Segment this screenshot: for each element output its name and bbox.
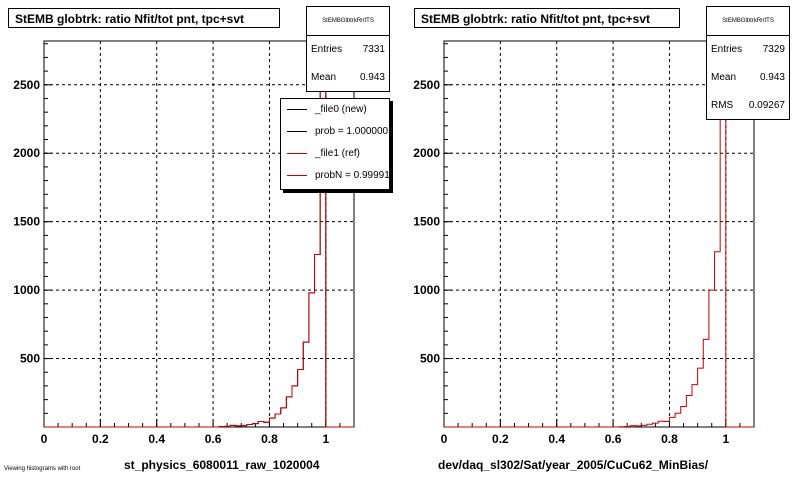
x-tick-label: 0.2 [492, 432, 509, 446]
x-tick-label: 0.8 [661, 432, 678, 446]
legend-line-black [287, 109, 307, 110]
y-tick-label: 500 [420, 352, 440, 366]
legend-box: _file0 (new) prob = 1.000000 _file1 (ref… [280, 98, 390, 190]
stats-label: Entries [711, 44, 743, 55]
stats-value: 0.09267 [748, 100, 785, 111]
x-tick-label: 0.6 [205, 432, 222, 446]
stats-label: Mean [311, 72, 337, 83]
stats-label: RMS [711, 100, 734, 111]
y-tick-label: 2500 [13, 78, 40, 92]
plot-frame [443, 40, 755, 428]
chart-title-right: StEMB globtrk: ratio Nfit/tot pnt, tpc+s… [414, 8, 680, 28]
legend-label: prob = 1.000000 [315, 126, 389, 137]
legend-entry: _file0 (new) [281, 99, 389, 121]
stats-name: StEMBGlbtrkRnfTS [707, 7, 789, 36]
legend-entry: prob = 1.000000 [281, 121, 389, 143]
stats-label: Mean [711, 72, 737, 83]
stats-box-right: StEMBGlbtrkRnfTS Entries 7329 Mean 0.943… [706, 6, 790, 120]
stats-row-entries: Entries 7331 [307, 36, 389, 64]
legend-label: probN = 0.999910 [315, 170, 390, 181]
stats-value: 0.943 [759, 72, 785, 83]
x-tick-label: 0 [441, 432, 448, 446]
x-tick-label: 0.8 [261, 432, 278, 446]
stats-label: Entries [311, 44, 343, 55]
chart-title-left: StEMB globtrk: ratio Nfit/tot pnt, tpc+s… [8, 8, 280, 28]
y-tick-label: 2500 [413, 78, 440, 92]
legend-entry: _file1 (ref) [281, 143, 389, 165]
histogram-series-line [444, 29, 754, 428]
y-tick-label: 1000 [13, 283, 40, 297]
x-tick-label: 1 [722, 432, 729, 446]
x-tick-label: 0.4 [548, 432, 565, 446]
stats-row-mean: Mean 0.943 [307, 64, 389, 92]
x-tick-label: 0.4 [148, 432, 165, 446]
histogram-series-line [44, 56, 354, 428]
stats-value: 0.943 [359, 72, 385, 83]
legend-label: _file0 (new) [315, 104, 367, 115]
legend-entry: probN = 0.999910 [281, 165, 389, 187]
x-tick-label: 0 [41, 432, 48, 446]
histogram-panel-right: 0 0.2 0.4 0.6 0.8 1 500 1000 1500 2000 2500 StEMB … [400, 0, 800, 480]
stats-name: StEMBGlbtrkRnfTS [307, 7, 389, 36]
y-tick-label: 1500 [413, 215, 440, 229]
stats-row-rms: RMS 0.09267 [707, 92, 789, 120]
legend-line-red [287, 153, 307, 154]
stats-row-entries: Entries 7329 [707, 36, 789, 64]
x-tick-label: 1 [322, 432, 329, 446]
y-tick-label: 1500 [13, 215, 40, 229]
x-axis-title-left: st_physics_6080011_raw_1020004 [124, 458, 320, 472]
x-tick-label: 0.6 [605, 432, 622, 446]
legend-label: _file1 (ref) [315, 148, 361, 159]
legend-line-red [287, 175, 307, 176]
stats-box-left: StEMBGlbtrkRnfTS Entries 7331 Mean 0.943 [306, 6, 390, 92]
y-tick-label: 2000 [413, 146, 440, 160]
y-tick-label: 1000 [413, 283, 440, 297]
y-tick-label: 500 [20, 352, 40, 366]
histogram-panel-left: 0 0.2 0.4 0.6 0.8 1 500 1000 1500 2000 2500 StEMB … [8, 6, 390, 472]
footer-caption: Viewing histograms with root [4, 466, 81, 472]
stats-value: 7331 [362, 44, 385, 55]
stats-row-mean: Mean 0.943 [707, 64, 789, 92]
legend-line-black [287, 131, 307, 132]
stats-value: 7329 [762, 44, 785, 55]
x-tick-label: 0.2 [92, 432, 109, 446]
x-axis-title-right: dev/daq_sl302/Sat/year_2005/CuCu62_MinBi… [438, 458, 709, 472]
y-tick-label: 2000 [13, 146, 40, 160]
